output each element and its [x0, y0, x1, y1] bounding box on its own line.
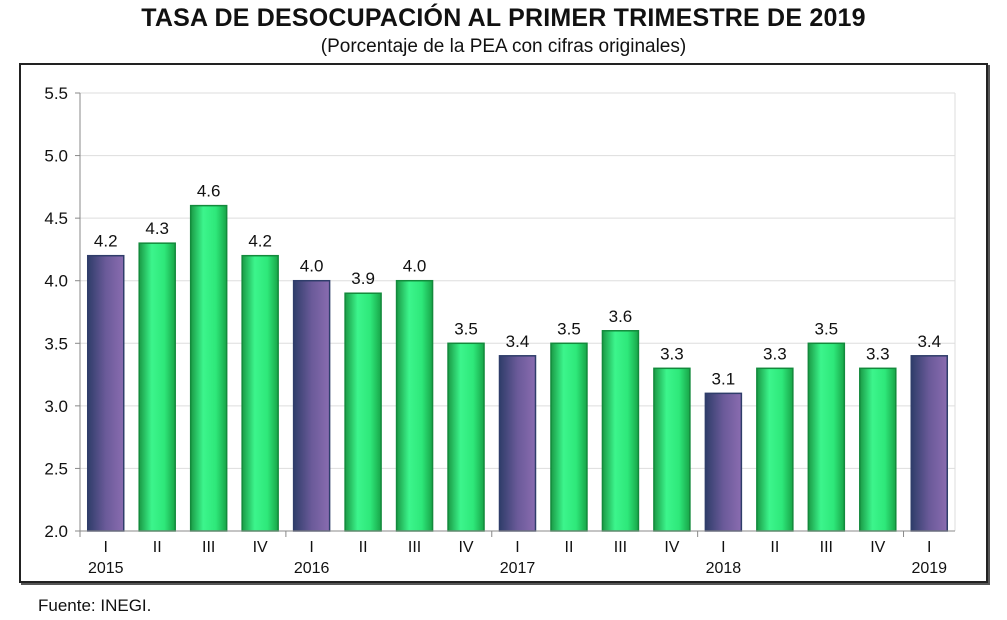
x-tick-label: I — [515, 539, 519, 556]
year-label: 2015 — [88, 560, 124, 577]
data-label: 3.5 — [815, 319, 839, 338]
bar — [292, 279, 331, 532]
data-label: 4.2 — [94, 232, 118, 251]
data-label: 3.9 — [351, 269, 375, 288]
bar — [653, 367, 691, 532]
year-label: 2019 — [911, 560, 947, 577]
bar — [344, 292, 382, 532]
data-label: 4.0 — [403, 257, 427, 276]
x-tick-label: III — [614, 539, 627, 556]
bar — [447, 342, 485, 532]
bar — [138, 242, 176, 532]
y-tick-label: 2.5 — [44, 459, 68, 478]
data-label: 3.6 — [609, 307, 633, 326]
y-tick-label: 2.0 — [44, 522, 68, 541]
y-tick-label: 3.5 — [44, 334, 68, 353]
data-label: 3.3 — [763, 344, 787, 363]
y-tick-label: 5.5 — [44, 84, 68, 103]
x-tick-label: IV — [458, 539, 473, 556]
source-note: Fuente: INEGI. — [38, 596, 152, 615]
data-label: 3.3 — [660, 344, 684, 363]
year-label: 2016 — [294, 560, 330, 577]
bar — [498, 355, 537, 532]
data-label: 3.1 — [712, 369, 736, 388]
y-tick-label: 3.0 — [44, 397, 68, 416]
data-label: 4.0 — [300, 257, 324, 276]
bar — [859, 367, 897, 532]
x-tick-label: IV — [870, 539, 885, 556]
x-tick-label: IV — [253, 539, 268, 556]
bar — [756, 367, 794, 532]
x-tick-label: II — [770, 539, 779, 556]
x-tick-label: IV — [664, 539, 679, 556]
bar — [395, 279, 434, 532]
data-label: 3.4 — [506, 332, 530, 351]
x-tick-label: I — [927, 539, 931, 556]
y-tick-label: 4.5 — [44, 209, 68, 228]
x-tick-label: II — [565, 539, 574, 556]
data-label: 3.4 — [917, 332, 941, 351]
x-tick-label: III — [408, 539, 421, 556]
data-label: 3.5 — [557, 319, 581, 338]
data-label: 3.5 — [454, 319, 478, 338]
x-tick-label: I — [309, 539, 313, 556]
data-label: 4.6 — [197, 182, 221, 201]
bar — [189, 204, 228, 532]
bar — [241, 254, 279, 532]
data-label: 3.3 — [866, 344, 890, 363]
year-label: 2017 — [500, 560, 536, 577]
bar — [550, 342, 588, 532]
x-tick-label: I — [721, 539, 725, 556]
chart-frame — [19, 63, 988, 583]
chart-title: TASA DE DESOCUPACIÓN AL PRIMER TRIMESTRE… — [141, 4, 866, 32]
bar — [704, 392, 743, 532]
x-tick-label: III — [820, 539, 833, 556]
x-tick-label: III — [202, 539, 215, 556]
x-tick-label: I — [104, 539, 108, 556]
y-tick-label: 5.0 — [44, 147, 68, 166]
data-label: 4.3 — [145, 219, 169, 238]
bar — [601, 330, 640, 532]
year-label: 2018 — [706, 560, 742, 577]
x-tick-label: II — [153, 539, 162, 556]
y-tick-label: 4.0 — [44, 272, 68, 291]
x-tick-label: II — [359, 539, 368, 556]
bar — [807, 342, 846, 532]
bar — [910, 355, 949, 532]
bar — [86, 254, 125, 532]
chart-subtitle: (Porcentaje de la PEA con cifras origina… — [320, 36, 687, 57]
data-label: 4.2 — [248, 232, 272, 251]
